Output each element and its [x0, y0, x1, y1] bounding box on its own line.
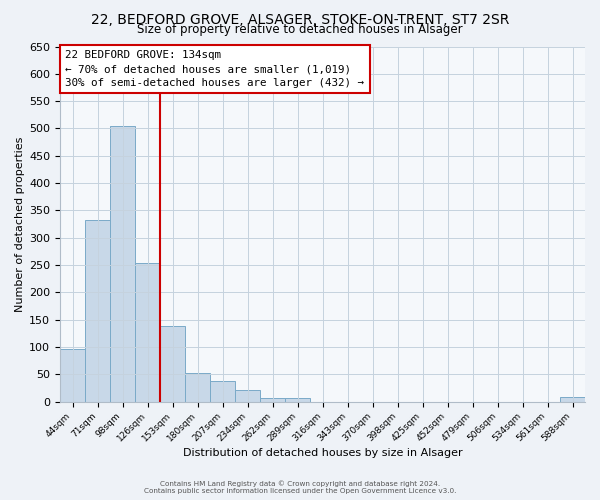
- Bar: [160, 326, 185, 402]
- Bar: [185, 372, 210, 402]
- Bar: [260, 398, 285, 402]
- Bar: [560, 397, 585, 402]
- Text: 22, BEDFORD GROVE, ALSAGER, STOKE-ON-TRENT, ST7 2SR: 22, BEDFORD GROVE, ALSAGER, STOKE-ON-TRE…: [91, 12, 509, 26]
- Bar: [60, 348, 85, 402]
- Bar: [110, 126, 135, 402]
- Text: Size of property relative to detached houses in Alsager: Size of property relative to detached ho…: [137, 22, 463, 36]
- X-axis label: Distribution of detached houses by size in Alsager: Distribution of detached houses by size …: [182, 448, 463, 458]
- Bar: [285, 398, 310, 402]
- Bar: [210, 381, 235, 402]
- Text: 22 BEDFORD GROVE: 134sqm
← 70% of detached houses are smaller (1,019)
30% of sem: 22 BEDFORD GROVE: 134sqm ← 70% of detach…: [65, 50, 364, 88]
- Bar: [235, 390, 260, 402]
- Bar: [85, 220, 110, 402]
- Y-axis label: Number of detached properties: Number of detached properties: [15, 136, 25, 312]
- Bar: [135, 264, 160, 402]
- Text: Contains HM Land Registry data © Crown copyright and database right 2024.
Contai: Contains HM Land Registry data © Crown c…: [144, 480, 456, 494]
